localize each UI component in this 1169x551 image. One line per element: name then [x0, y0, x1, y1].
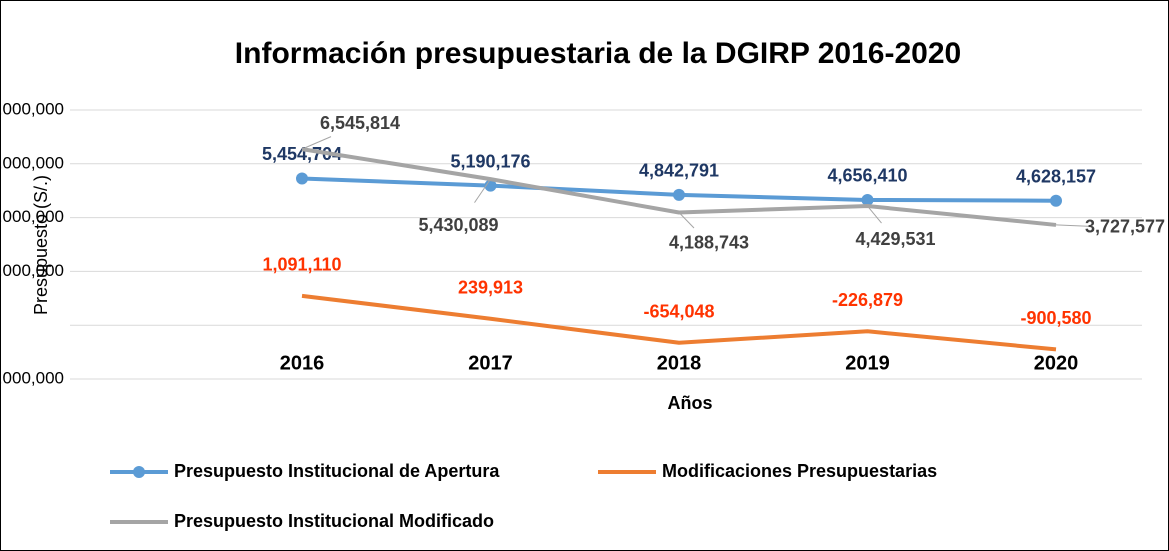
data-label: 4,188,743 — [669, 232, 749, 252]
data-label: 239,913 — [458, 277, 523, 297]
leader-line — [867, 205, 882, 224]
x-tick-label: 2020 — [1034, 352, 1079, 374]
leader-line — [678, 212, 695, 229]
y-tick-label: 8,000,000 — [0, 99, 64, 118]
data-label: 5,190,176 — [450, 151, 530, 171]
y-tick-label: 6,000,000 — [0, 153, 64, 172]
y-tick-label: 4,000,000 — [0, 207, 64, 226]
legend-label: Presupuesto Institucional de Apertura — [174, 461, 500, 481]
y-tick-label: -2,000,000 — [0, 368, 64, 387]
leader-line — [1055, 224, 1091, 227]
legend-label: Modificaciones Presupuestarias — [662, 461, 937, 481]
data-label: 4,656,410 — [827, 166, 907, 186]
data-label: 4,628,157 — [1016, 166, 1096, 186]
x-axis-label: Años — [668, 393, 713, 413]
data-point — [296, 172, 308, 185]
data-point — [673, 188, 685, 201]
series-line — [301, 293, 1057, 352]
x-tick-label: 2016 — [280, 352, 325, 374]
data-label: -226,879 — [832, 290, 903, 310]
data-label: 3,727,577 — [1085, 217, 1165, 237]
data-label: 5,454,704 — [262, 144, 342, 164]
data-point — [1050, 194, 1062, 207]
chart-title: Información presupuestaria de la DGIRP 2… — [235, 37, 961, 70]
data-label: 1,091,110 — [262, 255, 341, 275]
leader-line — [474, 178, 491, 203]
x-tick-label: 2017 — [468, 352, 513, 374]
data-label: -900,580 — [1020, 308, 1091, 328]
y-axis-label: Presupuesto (S/.) — [31, 175, 51, 315]
data-label: -654,048 — [643, 302, 714, 322]
x-tick-label: 2019 — [845, 352, 890, 374]
data-label: 6,545,814 — [320, 113, 400, 133]
data-point — [484, 179, 497, 192]
data-label: 4,429,531 — [855, 229, 935, 249]
x-tick-label: 2018 — [657, 352, 702, 374]
data-label: 4,842,791 — [639, 161, 719, 181]
data-point — [861, 193, 874, 206]
legend-label: Presupuesto Institucional Modificado — [174, 511, 494, 531]
y-tick-label: 2,000,000 — [0, 261, 64, 280]
legend-marker — [133, 466, 145, 478]
leader-line — [301, 136, 332, 150]
data-label: 5,430,089 — [418, 215, 498, 235]
